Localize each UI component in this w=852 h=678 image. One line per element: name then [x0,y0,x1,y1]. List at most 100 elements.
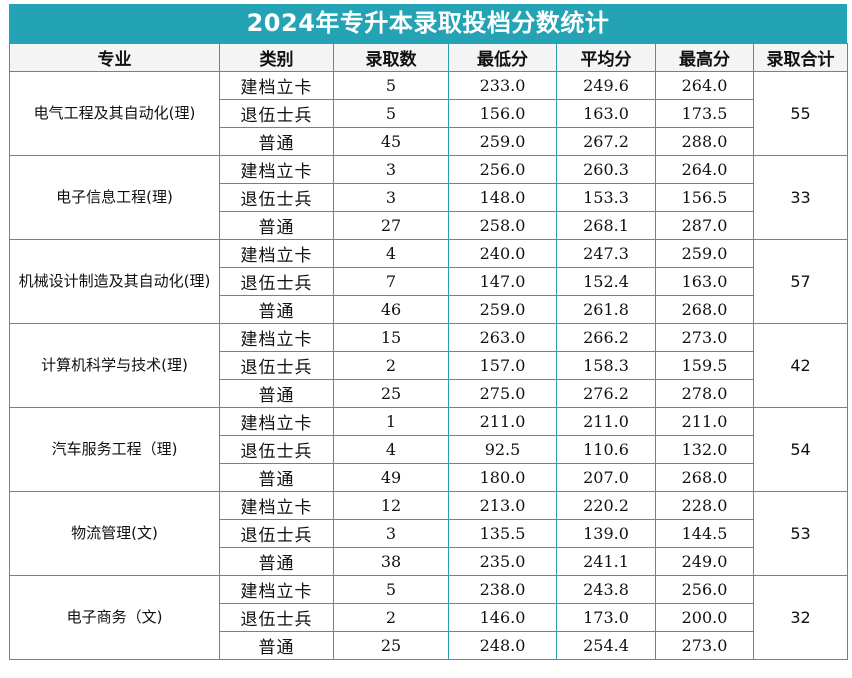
header-min: 最低分 [448,43,557,72]
major-name-cell: 电气工程及其自动化(理) [9,71,220,156]
table-row: 退伍士兵 4 92.5 110.6 132.0 [10,435,848,464]
category-cell: 普通 [219,295,334,324]
min-score-cell: 256.0 [448,155,557,184]
category-cell: 普通 [219,211,334,240]
category-cell: 建档立卡 [219,71,334,100]
min-score-cell: 156.0 [448,99,557,128]
count-cell: 4 [333,239,449,268]
table-row: 计算机科学与技术(理) 建档立卡 15 263.0 266.2 273.0 42 [9,323,848,408]
avg-score-cell: 249.6 [556,71,656,100]
max-score-cell: 288.0 [655,127,754,156]
avg-score-cell: 260.3 [556,155,656,184]
count-cell: 38 [333,547,449,576]
min-score-cell: 180.0 [448,463,557,492]
max-score-cell: 249.0 [655,547,754,576]
category-cell: 建档立卡 [219,239,334,268]
score-table: 专业 类别 录取数 最低分 平均分 最高分 录取合计 电气工程及其自动化(理) 建… [9,43,848,660]
category-cell: 建档立卡 [219,575,334,604]
avg-score-cell: 152.4 [556,267,656,296]
category-cell: 退伍士兵 [219,519,334,548]
count-cell: 25 [333,631,449,660]
header-category: 类别 [219,43,334,72]
min-score-cell: 213.0 [448,491,557,520]
table-row: 电子信息工程(理) 建档立卡 3 256.0 260.3 264.0 33 [9,155,848,240]
max-score-cell: 278.0 [655,379,754,408]
min-score-cell: 258.0 [448,211,557,240]
header-row: 专业 类别 录取数 最低分 平均分 最高分 录取合计 [9,43,848,72]
max-score-cell: 159.5 [655,351,754,380]
header-major: 专业 [9,43,220,72]
min-score-cell: 275.0 [448,379,557,408]
header-total: 录取合计 [753,43,848,72]
count-cell: 15 [333,323,449,352]
major-total-cell: 32 [753,575,848,660]
category-cell: 普通 [219,547,334,576]
table-title: 2024年专升本录取投档分数统计 [9,4,847,43]
max-score-cell: 173.5 [655,99,754,128]
category-cell: 退伍士兵 [219,267,334,296]
category-cell: 普通 [219,631,334,660]
category-cell: 退伍士兵 [219,99,334,128]
major-name-cell: 机械设计制造及其自动化(理) [9,239,220,324]
score-table-container: 2024年专升本录取投档分数统计 专业 类别 录取数 最低分 平均分 最高分 录… [9,4,848,660]
table-row: 汽车服务工程（理) 建档立卡 1 211.0 211.0 211.0 54 [9,407,848,492]
min-score-cell: 148.0 [448,183,557,212]
avg-score-cell: 158.3 [556,351,656,380]
max-score-cell: 287.0 [655,211,754,240]
min-score-cell: 135.5 [448,519,557,548]
category-cell: 建档立卡 [219,491,334,520]
min-score-cell: 233.0 [448,71,557,100]
min-score-cell: 146.0 [448,603,557,632]
table-body: 电气工程及其自动化(理) 建档立卡 5 233.0 249.6 264.0 55 退伍士兵 5 1… [9,71,848,660]
category-cell: 普通 [219,379,334,408]
count-cell: 45 [333,127,449,156]
avg-score-cell: 173.0 [556,603,656,632]
min-score-cell: 147.0 [448,267,557,296]
max-score-cell: 268.0 [655,463,754,492]
min-score-cell: 259.0 [448,295,557,324]
count-cell: 5 [333,99,449,128]
avg-score-cell: 207.0 [556,463,656,492]
major-name-cell: 电子商务（文) [9,575,220,660]
avg-score-cell: 266.2 [556,323,656,352]
count-cell: 5 [333,575,449,604]
category-cell: 建档立卡 [219,407,334,436]
table-row: 普通 27 258.0 268.1 287.0 [10,211,848,240]
major-total-cell: 57 [753,239,848,324]
table-row: 普通 45 259.0 267.2 288.0 [10,127,848,156]
count-cell: 2 [333,351,449,380]
major-name-cell: 物流管理(文) [9,491,220,576]
major-total-cell: 54 [753,407,848,492]
max-score-cell: 259.0 [655,239,754,268]
table-row: 普通 38 235.0 241.1 249.0 [10,547,848,576]
table-row: 普通 49 180.0 207.0 268.0 [10,463,848,492]
avg-score-cell: 153.3 [556,183,656,212]
min-score-cell: 157.0 [448,351,557,380]
category-cell: 退伍士兵 [219,351,334,380]
min-score-cell: 259.0 [448,127,557,156]
max-score-cell: 228.0 [655,491,754,520]
header-avg: 平均分 [556,43,656,72]
category-cell: 普通 [219,127,334,156]
avg-score-cell: 243.8 [556,575,656,604]
header-max: 最高分 [655,43,754,72]
avg-score-cell: 254.4 [556,631,656,660]
major-total-cell: 42 [753,323,848,408]
avg-score-cell: 241.1 [556,547,656,576]
avg-score-cell: 220.2 [556,491,656,520]
table-row: 电气工程及其自动化(理) 建档立卡 5 233.0 249.6 264.0 55 [9,71,848,156]
min-score-cell: 248.0 [448,631,557,660]
min-score-cell: 92.5 [448,435,557,464]
count-cell: 46 [333,295,449,324]
major-total-cell: 55 [753,71,848,156]
avg-score-cell: 268.1 [556,211,656,240]
count-cell: 12 [333,491,449,520]
table-row: 物流管理(文) 建档立卡 12 213.0 220.2 228.0 53 [9,491,848,576]
max-score-cell: 144.5 [655,519,754,548]
avg-score-cell: 267.2 [556,127,656,156]
max-score-cell: 264.0 [655,155,754,184]
major-total-cell: 33 [753,155,848,240]
avg-score-cell: 110.6 [556,435,656,464]
count-cell: 1 [333,407,449,436]
max-score-cell: 273.0 [655,323,754,352]
